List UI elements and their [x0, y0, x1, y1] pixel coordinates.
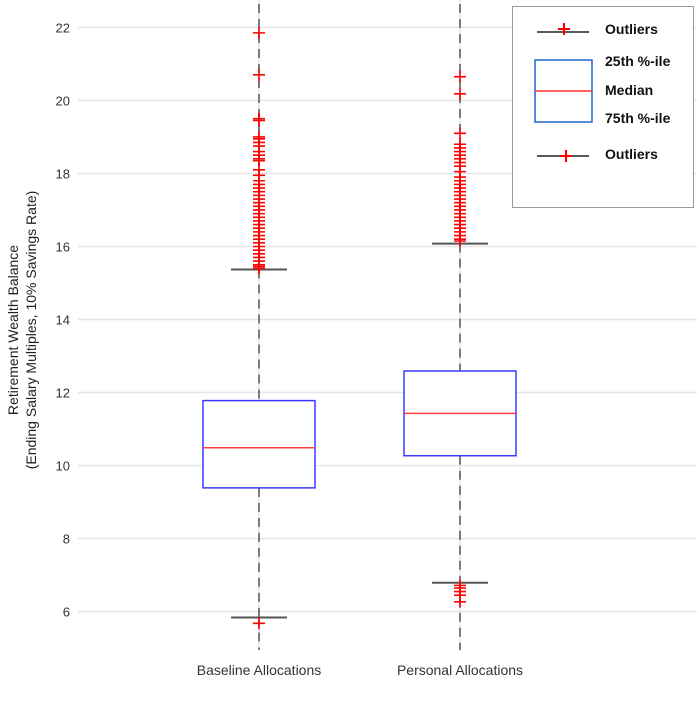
y-tick-label: 18: [56, 166, 70, 181]
box-personal: [403, 4, 517, 650]
outlier-marker: [253, 68, 265, 81]
legend-label-median: Median: [605, 82, 653, 98]
outlier-marker: [454, 595, 466, 608]
boxes: [202, 4, 517, 650]
y-axis-ticks: 6 8 10 12 14 16 18 20 22: [56, 20, 70, 619]
box-baseline: [202, 4, 316, 650]
legend-outlier-marker-top: [558, 23, 570, 35]
outlier-marker: [253, 114, 265, 127]
y-tick-label: 16: [56, 239, 70, 254]
y-tick-label: 14: [56, 313, 70, 328]
outlier-marker: [253, 26, 265, 39]
y-tick-label: 20: [56, 93, 70, 108]
outlier-marker: [253, 262, 265, 275]
x-axis-ticks: Baseline Allocations Personal Allocation…: [197, 662, 523, 678]
legend-label-25th: 25th %-ile: [605, 53, 671, 69]
outlier-marker: [454, 70, 466, 83]
legend-label-75th: 75th %-ile: [605, 110, 671, 126]
x-tick-label-personal: Personal Allocations: [397, 662, 523, 678]
y-tick-label: 10: [56, 459, 70, 474]
legend-outlier-marker-bottom: [560, 150, 572, 162]
legend-label-outliers-top: Outliers: [605, 21, 658, 37]
y-tick-label: 8: [63, 532, 70, 547]
y-axis-label: Retirement Wealth Balance (Ending Salary…: [5, 191, 39, 470]
x-tick-label-baseline: Baseline Allocations: [197, 662, 322, 678]
legend: Outliers 25th %-ile Median 75th %-ile Ou…: [512, 6, 694, 208]
legend-frame: [512, 6, 694, 208]
y-axis-label-line2: (Ending Salary Multiples, 10% Savings Ra…: [23, 191, 39, 470]
outlier-marker: [253, 617, 265, 630]
outlier-marker: [454, 87, 466, 100]
iqr-box: [202, 399, 316, 489]
outlier-marker: [454, 235, 466, 248]
y-tick-label: 12: [56, 386, 70, 401]
y-tick-label: 6: [63, 605, 70, 620]
legend-label-outliers-bottom: Outliers: [605, 146, 658, 162]
y-tick-label: 22: [56, 20, 70, 35]
y-axis-label-line1: Retirement Wealth Balance: [5, 245, 21, 415]
outlier-marker: [454, 127, 466, 140]
